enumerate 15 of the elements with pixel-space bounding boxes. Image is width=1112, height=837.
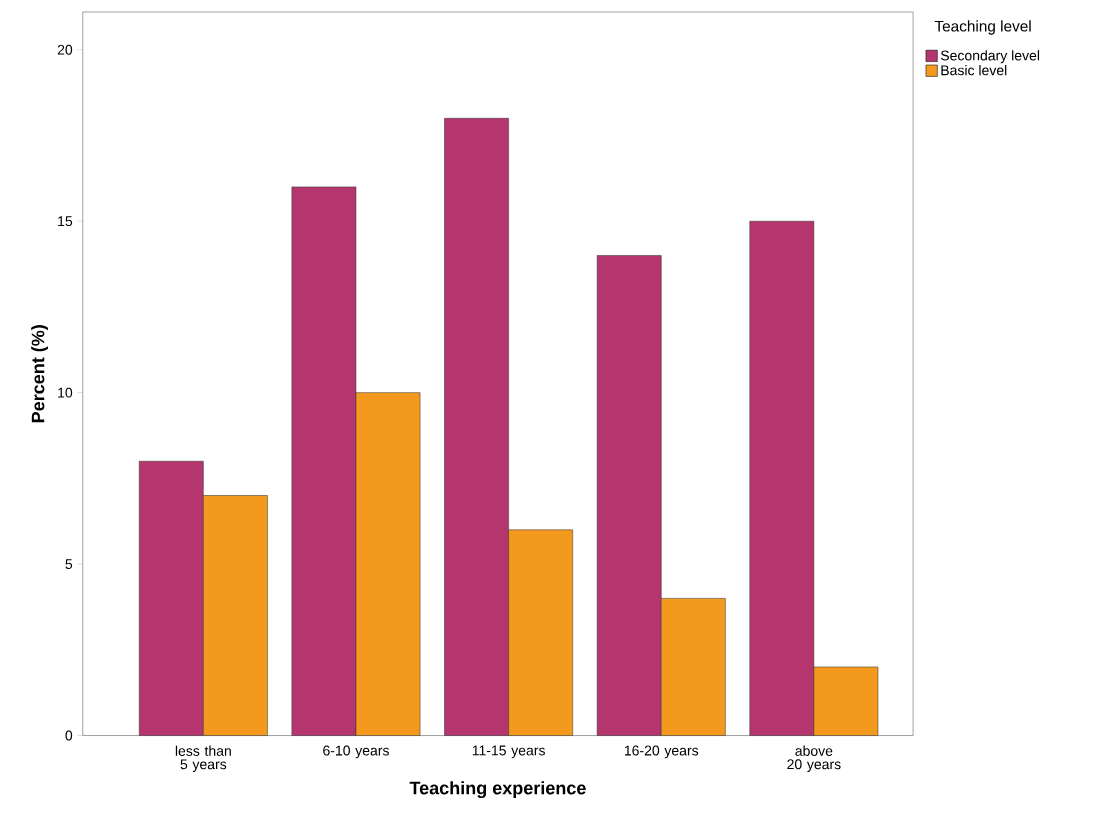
y-tick-label: 15 [58, 216, 73, 227]
y-tick-label: 5 [65, 559, 73, 569]
x-tick-label: above 20 years [787, 745, 841, 773]
legend-label: Basic level [941, 65, 1007, 76]
y-tick-label: 0 [65, 730, 73, 741]
x-tick-label: 6-10 years [323, 745, 389, 759]
y-tick-label: 10 [58, 387, 73, 398]
x-axis-title: Teaching experience [409, 781, 586, 799]
y-tick-label: 20 [57, 44, 73, 55]
legend-label: Secondary level [940, 50, 1040, 64]
x-tick-label: 11-15 years [472, 745, 545, 759]
y-axis-title: Percent (%) [31, 325, 48, 423]
legend-title: Teaching level [934, 20, 1031, 35]
x-tick-label: 16-20 years [624, 745, 699, 759]
x-tick-label: less than 5 years [175, 745, 231, 773]
